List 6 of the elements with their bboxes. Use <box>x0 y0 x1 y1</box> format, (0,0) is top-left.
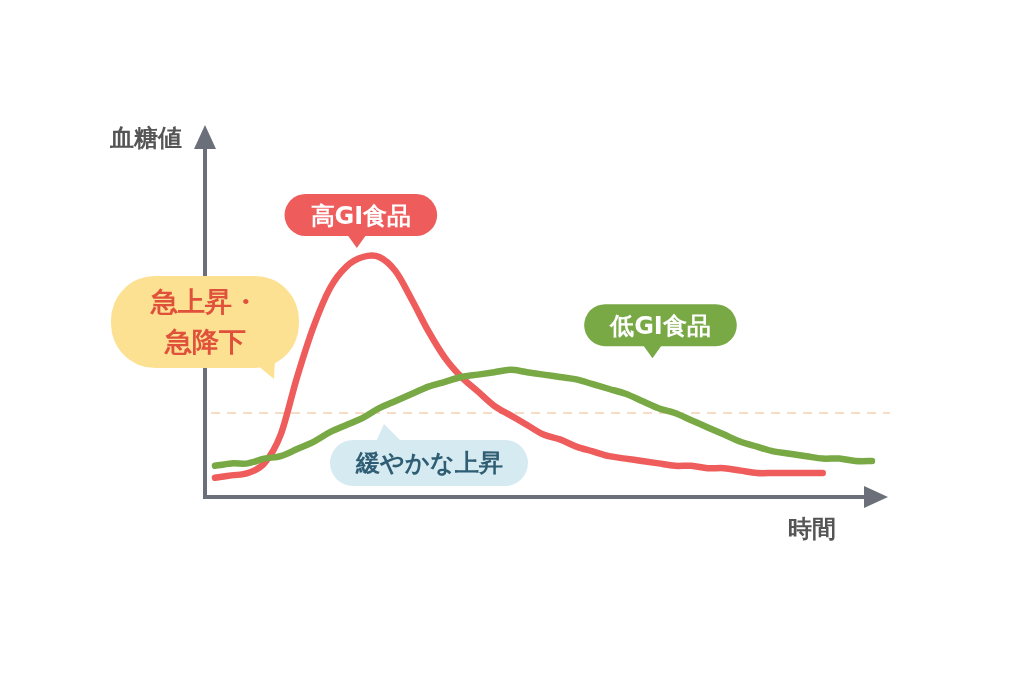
y-axis-title: 血糖値 <box>109 124 182 152</box>
series-label: 低GI食品 <box>609 312 711 341</box>
annotation: 緩やかな上昇 <box>355 448 503 479</box>
series-label: 高GI食品 <box>310 202 412 230</box>
annotation: 急上昇・急降下 <box>149 284 260 359</box>
x-axis-title: 時間 <box>788 515 836 543</box>
